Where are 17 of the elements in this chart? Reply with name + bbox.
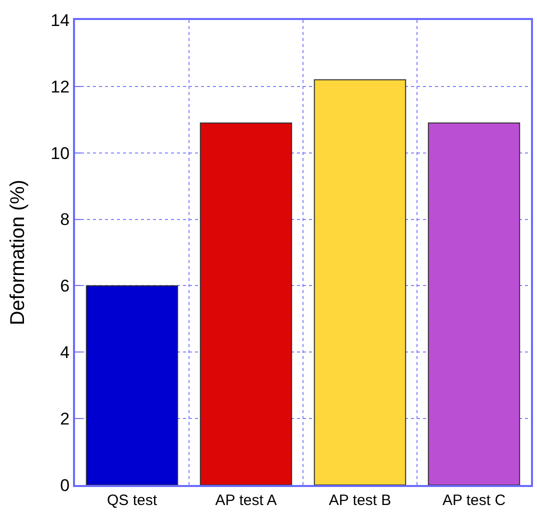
- y-tick-label: 10: [50, 144, 70, 163]
- y-axis-title: Deformation (%): [7, 180, 29, 326]
- y-tick-label: 14: [50, 10, 70, 30]
- y-tick-label: 2: [60, 410, 70, 429]
- y-tick-label: 0: [60, 476, 70, 495]
- bar: [200, 122, 292, 485]
- x-tick-label: AP test A: [215, 492, 277, 509]
- y-tick-label: 8: [60, 210, 70, 230]
- y-tick-label: 4: [60, 343, 70, 362]
- bar: [428, 122, 520, 485]
- y-tick-label: 6: [60, 276, 70, 296]
- x-tick-label: AP test C: [442, 492, 506, 509]
- bar: [314, 79, 406, 485]
- x-tick-label: QS test: [106, 492, 158, 509]
- y-tick-label: 12: [50, 77, 70, 96]
- x-tick-label: AP test B: [328, 492, 392, 509]
- bar: [86, 285, 178, 485]
